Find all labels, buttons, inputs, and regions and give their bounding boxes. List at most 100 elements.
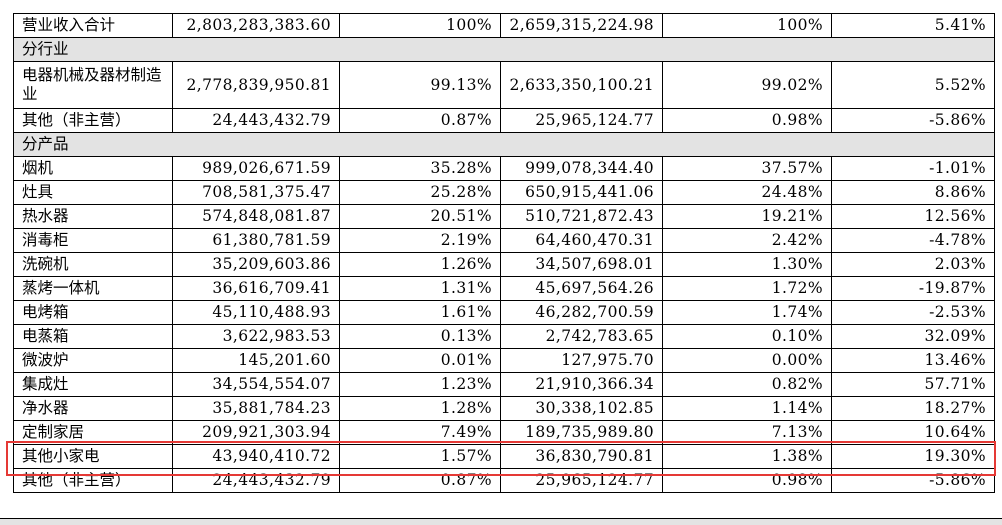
cell-value: 1.14% — [662, 396, 832, 421]
revenue-table: 营业收入合计 2,803,283,383.60 100% 2,659,315,224.… — [13, 13, 995, 493]
cell-value: 1.23% — [339, 372, 501, 397]
section-row: 分行业 — [13, 37, 995, 62]
row-label: 电烤箱 — [13, 300, 173, 325]
cell-value: 99.13% — [339, 61, 501, 109]
table-row: 其他（非主营） 24,443,432.79 0.87% 25,965,124.77 0.… — [13, 468, 995, 493]
cell-value: -19.87% — [831, 276, 995, 301]
section-row: 分产品 — [13, 132, 995, 157]
row-label: 消毒柜 — [13, 228, 173, 253]
table-row: 烟机 989,026,671.59 35.28% 999,078,344.40 37.5… — [13, 156, 995, 181]
cell-value: -2.53% — [831, 300, 995, 325]
cell-value: 189,735,989.80 — [500, 420, 663, 445]
table-row: 灶具 708,581,375.47 25.28% 650,915,441.06 24.4… — [13, 180, 995, 205]
row-label: 营业收入合计 — [13, 13, 173, 38]
cell-value: 30,338,102.85 — [500, 396, 663, 421]
cell-value: 35,209,603.86 — [172, 252, 340, 277]
cell-value: 1.38% — [662, 444, 832, 469]
cell-value: -5.86% — [831, 108, 995, 133]
cell-value: 35,881,784.23 — [172, 396, 340, 421]
cell-value: 24.48% — [662, 180, 832, 205]
table-row: 电蒸箱 3,622,983.53 0.13% 2,742,783.65 0.10% 32.… — [13, 324, 995, 349]
cell-value: 0.98% — [662, 108, 832, 133]
cell-value: 0.82% — [662, 372, 832, 397]
cell-value: 57.71% — [831, 372, 995, 397]
cell-value: 5.41% — [831, 13, 995, 38]
cell-value: 0.10% — [662, 324, 832, 349]
cell-value: 708,581,375.47 — [172, 180, 340, 205]
cell-value: 24,443,432.79 — [172, 108, 340, 133]
cell-value: 989,026,671.59 — [172, 156, 340, 181]
row-label: 电器机械及器材制造业 — [13, 61, 173, 109]
cell-value: 5.52% — [831, 61, 995, 109]
row-label: 其他（非主营） — [13, 108, 173, 133]
cell-value: 1.74% — [662, 300, 832, 325]
cell-value: 0.87% — [339, 468, 501, 493]
cell-value: -4.78% — [831, 228, 995, 253]
row-label: 洗碗机 — [13, 252, 173, 277]
cell-value: 21,910,366.34 — [500, 372, 663, 397]
cell-value: 2,778,839,950.81 — [172, 61, 340, 109]
cell-value: 3,622,983.53 — [172, 324, 340, 349]
row-label: 电蒸箱 — [13, 324, 173, 349]
cell-value: 510,721,872.43 — [500, 204, 663, 229]
table-row: 定制家居 209,921,303.94 7.49% 189,735,989.80 7.1… — [13, 420, 995, 445]
cell-value: 1.31% — [339, 276, 501, 301]
cell-value: 61,380,781.59 — [172, 228, 340, 253]
cell-value: 46,282,700.59 — [500, 300, 663, 325]
cell-value: 8.86% — [831, 180, 995, 205]
row-label: 蒸烤一体机 — [13, 276, 173, 301]
cell-value: 2.19% — [339, 228, 501, 253]
cell-value: 1.57% — [339, 444, 501, 469]
table-row: 其他小家电 43,940,410.72 1.57% 36,830,790.81 1.38… — [13, 444, 995, 469]
row-label: 定制家居 — [13, 420, 173, 445]
cell-value: 0.87% — [339, 108, 501, 133]
cell-value: 2.42% — [662, 228, 832, 253]
table-row: 消毒柜 61,380,781.59 2.19% 64,460,470.31 2.42% -… — [13, 228, 995, 253]
cell-value: 19.21% — [662, 204, 832, 229]
cell-value: 64,460,470.31 — [500, 228, 663, 253]
table-row: 电器机械及器材制造业 2,778,839,950.81 99.13% 2,633,35… — [13, 61, 995, 109]
cell-value: 45,110,488.93 — [172, 300, 340, 325]
next-section-band — [0, 518, 1002, 525]
table-row: 蒸烤一体机 36,616,709.41 1.31% 45,697,564.26 1.72… — [13, 276, 995, 301]
row-label: 净水器 — [13, 396, 173, 421]
cell-value: 0.01% — [339, 348, 501, 373]
cell-value: 99.02% — [662, 61, 832, 109]
cell-value: 25.28% — [339, 180, 501, 205]
cell-value: 1.72% — [662, 276, 832, 301]
cell-value: 18.27% — [831, 396, 995, 421]
table-row: 净水器 35,881,784.23 1.28% 30,338,102.85 1.14% 1… — [13, 396, 995, 421]
cell-value: 43,940,410.72 — [172, 444, 340, 469]
cell-value: -5.86% — [831, 468, 995, 493]
section-label: 分行业 — [13, 37, 995, 62]
cell-value: 20.51% — [339, 204, 501, 229]
cell-value: 37.57% — [662, 156, 832, 181]
table-row: 热水器 574,848,081.87 20.51% 510,721,872.43 19.… — [13, 204, 995, 229]
cell-value: 34,554,554.07 — [172, 372, 340, 397]
cell-value: 34,507,698.01 — [500, 252, 663, 277]
cell-value: 13.46% — [831, 348, 995, 373]
table-row: 营业收入合计 2,803,283,383.60 100% 2,659,315,224.… — [13, 13, 995, 38]
table-row: 其他（非主营） 24,443,432.79 0.87% 25,965,124.77 0.… — [13, 108, 995, 133]
row-label: 烟机 — [13, 156, 173, 181]
cell-value: 2,803,283,383.60 — [172, 13, 340, 38]
cell-value: 12.56% — [831, 204, 995, 229]
cell-value: 127,975.70 — [500, 348, 663, 373]
row-label: 集成灶 — [13, 372, 173, 397]
cell-value: 7.49% — [339, 420, 501, 445]
cell-value: 36,830,790.81 — [500, 444, 663, 469]
cell-value: 1.61% — [339, 300, 501, 325]
table-row: 洗碗机 35,209,603.86 1.26% 34,507,698.01 1.30% 2… — [13, 252, 995, 277]
cell-value: 100% — [339, 13, 501, 38]
cell-value: 2,742,783.65 — [500, 324, 663, 349]
cell-value: 35.28% — [339, 156, 501, 181]
cell-value: 209,921,303.94 — [172, 420, 340, 445]
row-label: 其他（非主营） — [13, 468, 173, 493]
cell-value: 2,633,350,100.21 — [500, 61, 663, 109]
cell-value: 0.13% — [339, 324, 501, 349]
row-label: 灶具 — [13, 180, 173, 205]
row-label: 微波炉 — [13, 348, 173, 373]
cell-value: 1.26% — [339, 252, 501, 277]
cell-value: 999,078,344.40 — [500, 156, 663, 181]
cell-value: 145,201.60 — [172, 348, 340, 373]
